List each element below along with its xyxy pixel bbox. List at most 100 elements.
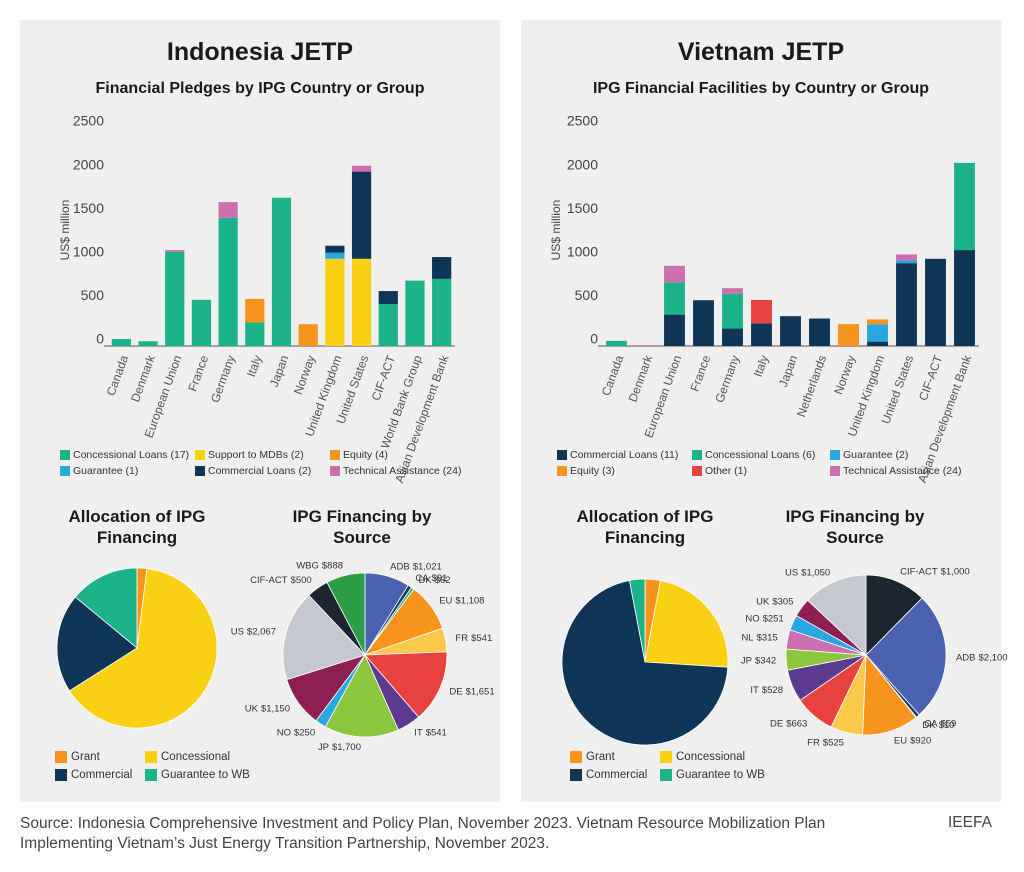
y-tick-label: 2000 — [73, 156, 104, 172]
slice-label: NO $250 — [277, 727, 315, 738]
legend-label: Grant — [71, 751, 101, 763]
y-tick-label: 2500 — [567, 113, 598, 129]
slice-label: DE $1,651 — [449, 686, 494, 697]
legend-swatch — [660, 769, 672, 781]
slice-value: $920 — [910, 735, 931, 746]
slice-name: US — [231, 626, 244, 637]
slice-name: ADB — [390, 561, 410, 572]
slice-label: IT $528 — [750, 684, 783, 695]
legend-label: Guarantee (1) — [73, 465, 138, 477]
slice-name: ADB — [956, 652, 976, 663]
slice-label: NL $315 — [741, 632, 777, 643]
legend-swatch — [692, 450, 702, 460]
slice-name: DE — [770, 718, 783, 729]
pie-slice — [561, 580, 729, 746]
slice-value: $1,651 — [466, 686, 495, 697]
bar-segment — [351, 171, 372, 259]
slice-value: $888 — [322, 560, 343, 571]
legend-label: Commercial — [71, 769, 132, 781]
slice-value: $251 — [763, 613, 784, 624]
x-tick-label: Norway — [291, 353, 318, 396]
legend-swatch — [60, 466, 70, 476]
bar-segment — [896, 263, 917, 346]
slice-value: $541 — [471, 633, 492, 644]
x-tick-label: Japan — [267, 353, 291, 389]
y-tick-label: 2000 — [567, 156, 598, 172]
slice-name: DE — [449, 686, 462, 697]
pie-slice — [807, 574, 867, 656]
slice-label: EU $920 — [894, 735, 931, 746]
pie-title: IPG Financing by Source — [785, 507, 925, 547]
bar-segment — [245, 298, 265, 323]
slice-label: UK $305 — [756, 596, 793, 607]
slice-value: $500 — [291, 575, 312, 586]
bar-segment — [325, 258, 345, 346]
x-tick-label: Denmark — [128, 352, 158, 403]
x-tick-label: Norway — [831, 353, 858, 396]
bar-segment — [351, 165, 372, 172]
slice-label: EU $1,108 — [439, 595, 484, 606]
legend-swatch — [830, 466, 840, 476]
slice-value: $91 — [432, 573, 448, 584]
bar-segment — [896, 260, 917, 264]
slice-value: $1,700 — [332, 741, 361, 752]
x-tick-label: Japan — [776, 353, 800, 389]
legend-swatch — [330, 466, 340, 476]
slice-value: $1,108 — [455, 595, 484, 606]
legend-label: Other (1) — [705, 465, 747, 477]
x-tick-label: CIF-ACT — [369, 353, 399, 403]
pie-slice — [865, 574, 923, 656]
bar-segment — [191, 299, 212, 346]
bar-segment — [867, 341, 888, 346]
legend-label: Guarantee to WB — [161, 769, 250, 781]
slice-value: $1,150 — [261, 703, 290, 714]
bar-segment — [664, 314, 685, 346]
legend-swatch — [330, 450, 340, 460]
x-tick-label: Canada — [104, 353, 132, 398]
slice-name: JP — [741, 655, 752, 666]
bar-segment — [218, 217, 238, 346]
bar-segment — [751, 323, 772, 346]
y-tick-label: 500 — [575, 287, 599, 303]
slice-label: CIF-ACT $1,000 — [900, 566, 970, 577]
bar-segment — [432, 278, 452, 346]
x-tick-label: Canada — [599, 353, 627, 398]
pie-title: IPG Financing by Source — [292, 507, 432, 547]
slice-value: $1,050 — [801, 567, 830, 578]
slice-label: CA $91 — [415, 573, 447, 584]
legend-label: Technical Assistance (24) — [343, 465, 461, 477]
pie-slice — [326, 572, 366, 656]
source-note: Source: Indonesia Comprehensive Investme… — [20, 815, 826, 852]
slice-name: EU — [894, 735, 907, 746]
pie-slice — [56, 596, 138, 692]
slice-name: CIF-ACT — [900, 566, 938, 577]
pie-slice — [74, 567, 138, 649]
legend-swatch — [570, 769, 582, 781]
y-tick-label: 0 — [590, 331, 598, 347]
bar-segment — [664, 282, 685, 315]
slice-label: DK $10 — [922, 720, 954, 731]
bar-segment — [780, 316, 801, 346]
bar-segment — [138, 341, 158, 346]
legend-label: Concessional — [676, 751, 745, 763]
legend-swatch — [660, 751, 672, 763]
bar-segment — [165, 251, 185, 346]
slice-value: $342 — [755, 655, 776, 666]
pie-slice — [324, 654, 399, 738]
slice-value: $525 — [823, 737, 844, 748]
bar-segment — [165, 250, 185, 252]
slice-label: WBG $888 — [296, 560, 343, 571]
bar-segment — [954, 250, 975, 346]
legend-swatch — [145, 769, 157, 781]
bar-segment — [838, 324, 859, 346]
bar-segment — [693, 300, 714, 346]
legend-label: Guarantee (2) — [843, 449, 908, 461]
slice-value: $250 — [294, 727, 315, 738]
slice-label: DE $663 — [770, 718, 807, 729]
legend-swatch — [60, 450, 70, 460]
slice-name: JP — [318, 741, 329, 752]
legend-label: Commercial Loans (11) — [570, 449, 678, 461]
slice-name: CIF-ACT — [250, 575, 288, 586]
pie-slice — [865, 597, 947, 716]
